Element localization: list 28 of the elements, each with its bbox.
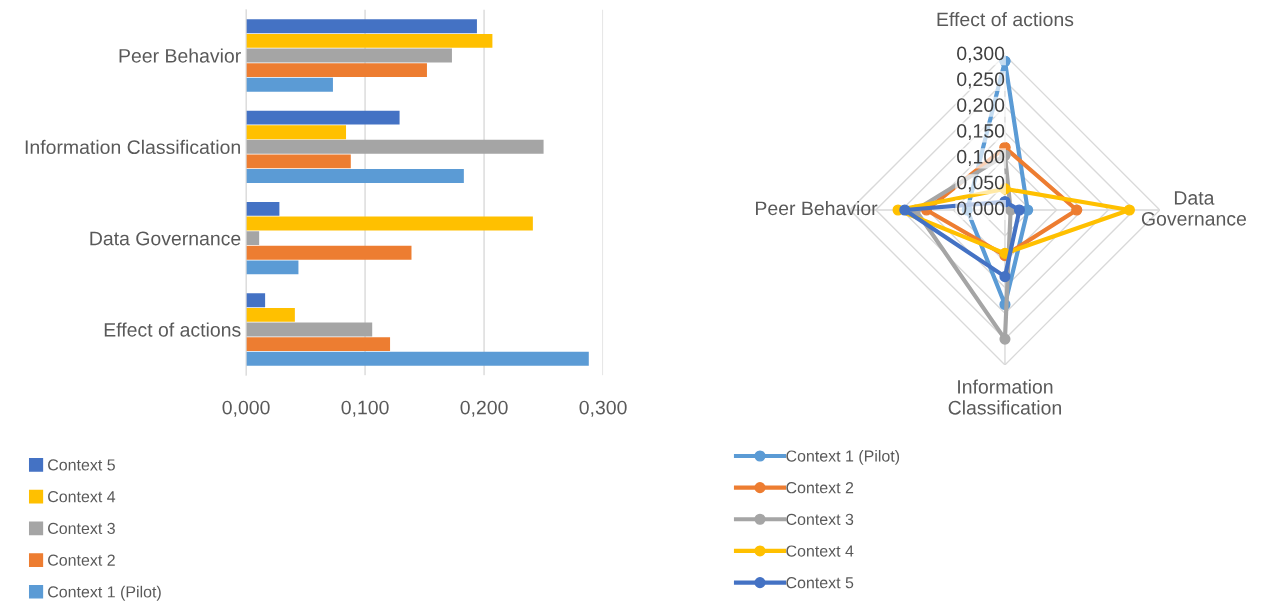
y-tick-label: 0,100 (957, 149, 1005, 166)
legend-label: Context 4 (48, 490, 116, 503)
spoke-label: Data Governance (1141, 191, 1246, 226)
y-tick-label: Peer Behavior (119, 48, 241, 63)
y-tick-label: Information Classification (25, 139, 240, 155)
y-tick-label: Effect of actions (104, 322, 241, 337)
y-tick-label: 0,150 (957, 124, 1005, 141)
legend-label: Context 1 (Pilot) (48, 585, 161, 601)
x-tick-label: 0,300 (579, 400, 627, 417)
legend-label: Context 5 (786, 577, 854, 589)
spoke-label: Peer Behavior (756, 200, 878, 216)
y-tick-label: 0,200 (957, 98, 1005, 115)
x-tick-label: 0,000 (222, 400, 270, 417)
y-tick-label: 0,300 (957, 46, 1005, 63)
legend-label: Context 2 (786, 482, 854, 494)
y-tick-label: Data Governance (90, 231, 241, 246)
spoke-label: Effect of actions (937, 12, 1074, 27)
legend-label: Context 5 (48, 459, 115, 471)
y-tick-label: 0,250 (957, 72, 1005, 89)
legend-label: Context 4 (786, 545, 854, 557)
x-tick-label: 0,200 (460, 400, 508, 417)
legend-label: Context 1 (Pilot) (786, 449, 900, 465)
legend-label: Context 2 (48, 554, 115, 566)
y-tick-label: 0,050 (957, 175, 1005, 192)
y-tick-label: 0,000 (957, 201, 1005, 218)
x-tick-label: 0,100 (341, 400, 389, 417)
legend-label: Context 3 (48, 522, 115, 535)
legend-label: Context 3 (786, 513, 854, 526)
